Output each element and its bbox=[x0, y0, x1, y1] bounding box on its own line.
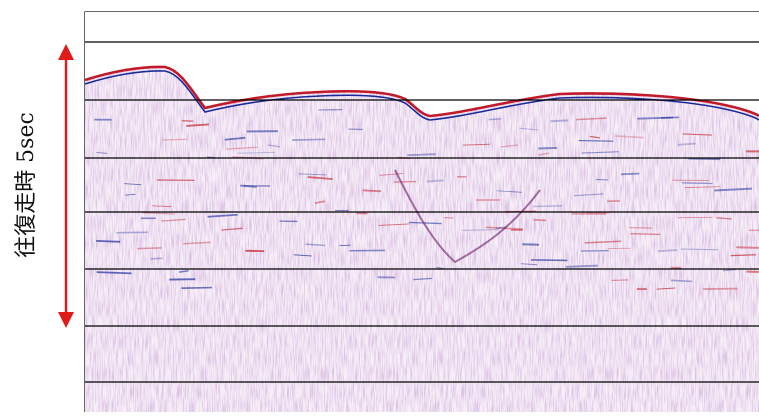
reflector-stroke bbox=[621, 174, 639, 175]
reflector-stroke bbox=[533, 220, 546, 221]
reflector-stroke bbox=[629, 228, 652, 229]
reflector-stroke bbox=[407, 154, 435, 155]
reflector-stroke bbox=[658, 250, 677, 251]
reflector-stroke bbox=[678, 144, 696, 145]
reflector-stroke bbox=[489, 119, 502, 120]
reflector-stroke bbox=[292, 139, 325, 140]
reflector-stroke bbox=[538, 148, 557, 149]
reflector-stroke bbox=[522, 244, 539, 245]
reflector-stroke bbox=[97, 272, 132, 273]
two-way-time-label: 往復走時 5sec bbox=[6, 20, 42, 350]
reflector-stroke bbox=[746, 272, 759, 273]
reflector-stroke bbox=[163, 139, 187, 140]
reflector-stroke bbox=[736, 247, 759, 248]
reflector-stroke bbox=[96, 241, 120, 242]
reflector-stroke bbox=[630, 234, 660, 235]
two-way-time-label-text: 往復走時 5sec bbox=[8, 112, 40, 258]
reflector-stroke bbox=[427, 180, 444, 181]
double-headed-arrow-icon bbox=[58, 44, 74, 328]
reflector-stroke bbox=[531, 260, 567, 261]
reflector-stroke bbox=[181, 288, 212, 289]
reflector-stroke bbox=[678, 217, 713, 218]
reflector-stroke bbox=[566, 266, 598, 267]
reflector-stroke bbox=[137, 248, 161, 249]
reflector-stroke bbox=[533, 206, 562, 207]
reflector-stroke bbox=[637, 118, 673, 119]
reflector-stroke bbox=[579, 141, 614, 142]
reflector-stroke bbox=[612, 280, 629, 281]
reflector-stroke bbox=[363, 190, 381, 191]
reflector-stroke bbox=[682, 183, 713, 184]
reflector-stroke bbox=[550, 120, 568, 121]
